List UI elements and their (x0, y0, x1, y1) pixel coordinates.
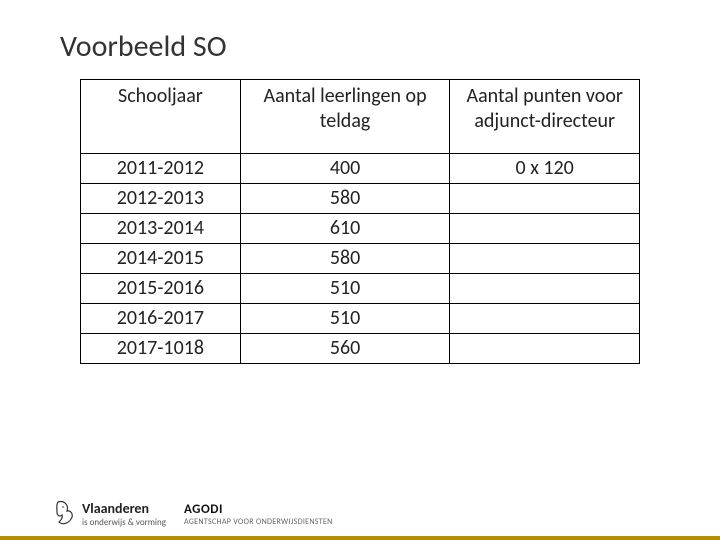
cell-year: 2011-2012 (81, 154, 241, 184)
table-row: 2016-2017 510 (81, 304, 640, 334)
agodi-tagline: AGENTSCHAP VOOR ONDERWIJSDIENSTEN (184, 518, 333, 526)
agodi-logo: AGODI AGENTSCHAP VOOR ONDERWIJSDIENSTEN (184, 503, 333, 526)
cell-count: 560 (240, 334, 450, 364)
cell-points (450, 274, 640, 304)
vlaanderen-tagline: is onderwijs & vorming (82, 518, 166, 527)
cell-year: 2015-2016 (81, 274, 241, 304)
agodi-name: AGODI (184, 503, 333, 516)
table-row: 2014-2015 580 (81, 244, 640, 274)
cell-count: 580 (240, 244, 450, 274)
vlaanderen-logo: Vlaanderen is onderwijs & vorming (54, 500, 166, 528)
cell-year: 2014-2015 (81, 244, 241, 274)
col-punten: Aantal punten voor adjunct-directeur (450, 80, 640, 154)
footer: Vlaanderen is onderwijs & vorming AGODI … (0, 488, 720, 540)
slide: Voorbeeld SO Schooljaar Aantal leerlinge… (0, 0, 720, 540)
lion-icon (54, 500, 76, 528)
cell-year: 2016-2017 (81, 304, 241, 334)
table-header-row: Schooljaar Aantal leerlingen op teldag A… (81, 80, 640, 154)
accent-bar (0, 536, 720, 540)
cell-year: 2012-2013 (81, 184, 241, 214)
vlaanderen-name: Vlaanderen (82, 502, 166, 516)
cell-points (450, 244, 640, 274)
cell-points (450, 304, 640, 334)
cell-points: 0 x 120 (450, 154, 640, 184)
cell-count: 510 (240, 304, 450, 334)
cell-points (450, 334, 640, 364)
cell-points (450, 184, 640, 214)
col-schooljaar: Schooljaar (81, 80, 241, 154)
data-table: Schooljaar Aantal leerlingen op teldag A… (80, 79, 640, 364)
table-row: 2013-2014 610 (81, 214, 640, 244)
col-leerlingen: Aantal leerlingen op teldag (240, 80, 450, 154)
cell-count: 510 (240, 274, 450, 304)
cell-count: 580 (240, 184, 450, 214)
table-row: 2015-2016 510 (81, 274, 640, 304)
table-row: 2011-2012 400 0 x 120 (81, 154, 640, 184)
table-row: 2012-2013 580 (81, 184, 640, 214)
cell-points (450, 214, 640, 244)
page-title: Voorbeeld SO (60, 28, 664, 65)
table-row: 2017-1018 560 (81, 334, 640, 364)
cell-year: 2017-1018 (81, 334, 241, 364)
cell-count: 610 (240, 214, 450, 244)
cell-year: 2013-2014 (81, 214, 241, 244)
vlaanderen-text: Vlaanderen is onderwijs & vorming (82, 502, 166, 527)
cell-count: 400 (240, 154, 450, 184)
